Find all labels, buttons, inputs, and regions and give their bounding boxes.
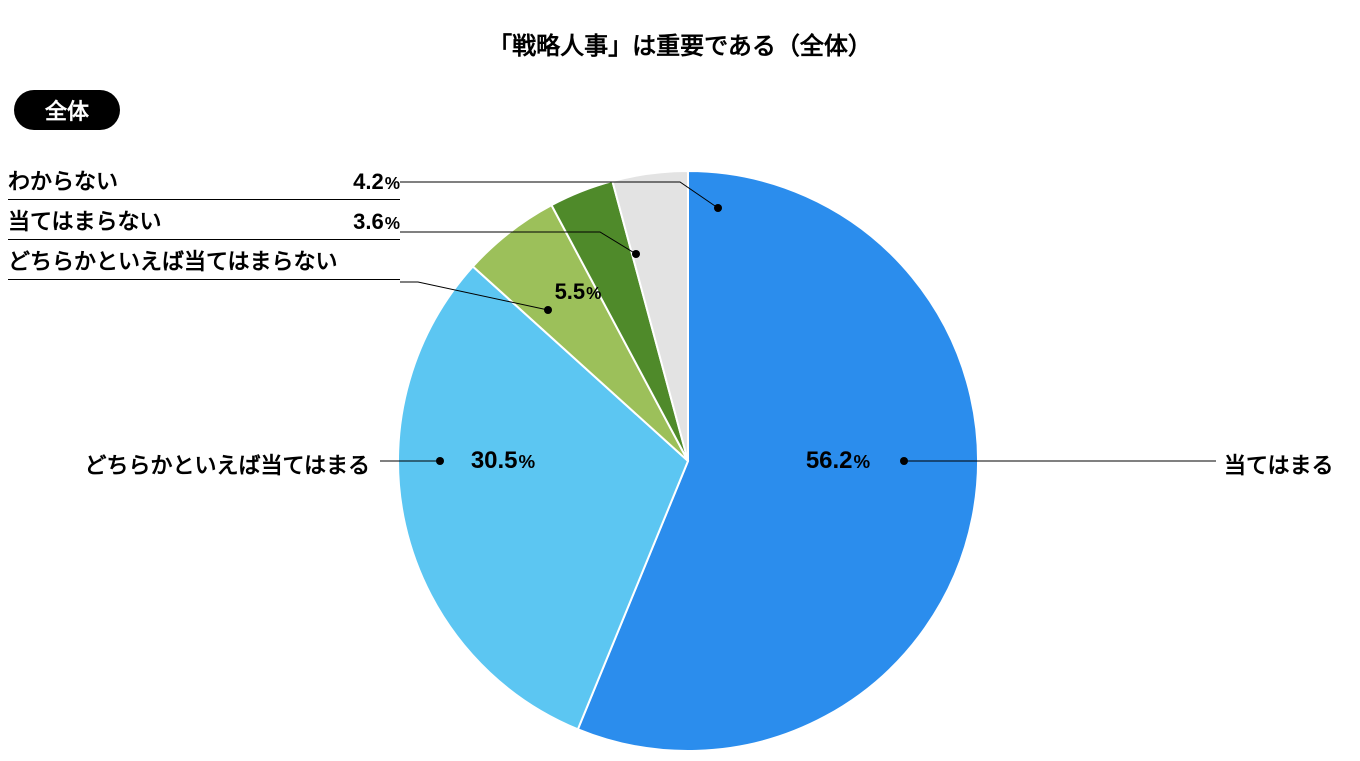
slice-label: どちらかといえば当てはまる: [84, 448, 370, 480]
slice-label: 当てはまる: [1224, 448, 1334, 480]
slice-percent: 56.2%: [806, 447, 870, 475]
pie-chart: [0, 0, 1360, 761]
slice-percent: 30.5%: [471, 447, 535, 475]
slice-percent: 5.5%: [555, 279, 602, 305]
